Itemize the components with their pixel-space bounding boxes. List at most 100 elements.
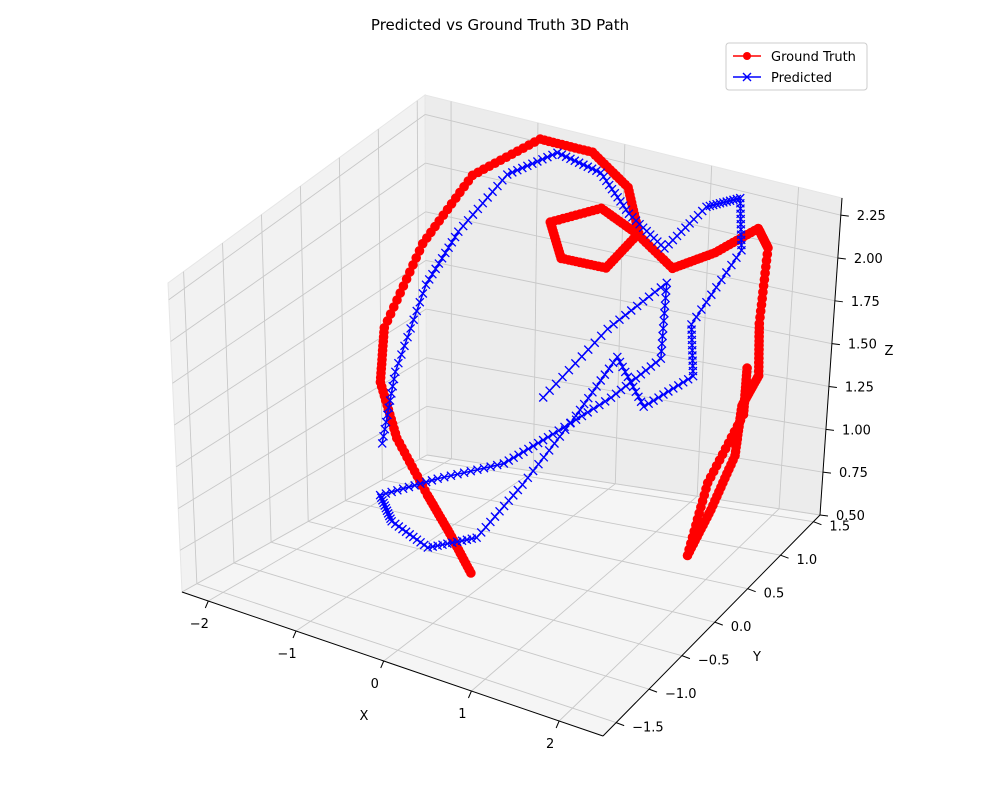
marker-predicted-131 (683, 374, 693, 384)
marker-predicted-63 (604, 180, 614, 190)
marker-predicted-159 (575, 405, 585, 415)
marker-predicted-62 (601, 176, 611, 186)
marker-predicted-231 (504, 456, 514, 466)
marker-predicted-243 (565, 418, 575, 428)
marker-predicted-277 (620, 310, 630, 320)
marker-predicted-233 (514, 450, 524, 460)
marker-predicted-275 (632, 301, 642, 311)
marker-predicted-249 (600, 396, 610, 406)
marker-predicted-253 (621, 381, 631, 391)
marker-predicted-211 (381, 489, 391, 498)
marker-predicted-241 (554, 426, 564, 436)
pane-back-y-max (424, 94, 843, 516)
marker-predicted-279 (609, 319, 619, 329)
x-axis-label: X (360, 709, 369, 724)
marker-predicted-227 (479, 463, 489, 473)
legend: Ground Truth Predicted (725, 42, 868, 91)
marker-predicted-8 (388, 381, 398, 391)
grid-z-back-4 (425, 259, 832, 345)
marker-predicted-203 (383, 508, 393, 518)
grid-z-back-7 (425, 114, 841, 216)
marker-predicted-142 (633, 392, 643, 402)
z-tick-mark-1 (822, 471, 832, 474)
grid-y-side-5 (377, 129, 383, 480)
marker-predicted-143 (631, 387, 641, 397)
marker-predicted-25 (437, 253, 447, 263)
x-tick-label-2: 0 (371, 677, 379, 692)
grid-x-back-0 (450, 101, 453, 459)
marker-predicted-133 (673, 380, 683, 390)
x-tick-mark-0 (204, 600, 209, 609)
marker-predicted-42 (512, 165, 522, 175)
marker-predicted-200 (387, 516, 397, 526)
marker-predicted-191 (419, 540, 429, 550)
marker-predicted-137 (654, 393, 663, 403)
x-tick-label-0: −2 (190, 617, 209, 632)
marker-predicted-67 (616, 196, 625, 206)
series-ground-truth (375, 134, 773, 578)
marker-predicted-262 (657, 339, 667, 349)
axis-ticks: −2 −1 0 1 2 −1.5 −1.0 −0.5 0.0 0.5 1.0 1.50.50 0.75 1… (181, 197, 886, 752)
marker-predicted-118 (696, 305, 706, 315)
marker-predicted-261 (656, 346, 666, 356)
marker-predicted-13 (400, 341, 409, 351)
y-tick-label-3: 0.0 (731, 620, 752, 635)
marker-predicted-146 (623, 372, 633, 382)
legend-label-predicted: Predicted (771, 71, 832, 86)
marker-predicted-141 (636, 397, 646, 407)
marker-predicted-232 (509, 453, 519, 463)
marker-predicted-216 (410, 480, 420, 490)
grid-y-side-6 (416, 100, 421, 460)
marker-predicted-23 (431, 264, 441, 274)
x-tick-label-4: 2 (546, 737, 554, 752)
marker-predicted-165 (544, 445, 554, 455)
marker-predicted-280 (603, 324, 613, 334)
marker-predicted-290 (538, 393, 548, 402)
marker-predicted-46 (532, 157, 542, 166)
marker-predicted-193 (412, 535, 422, 545)
marker-predicted-65 (610, 188, 620, 198)
marker-predicted-242 (560, 422, 569, 432)
marker-predicted-252 (616, 385, 626, 395)
grid-x-back-1 (532, 122, 539, 472)
z-tick-label-2: 1.00 (842, 423, 871, 438)
marker-predicted-215 (404, 482, 414, 492)
marker-predicted-247 (589, 404, 599, 414)
marker-predicted-255 (631, 373, 641, 383)
marker-predicted-9 (389, 374, 399, 384)
grid-z-side-7 (168, 114, 426, 301)
x-tick-mark-2 (380, 660, 385, 669)
grid-x-back-2 (614, 144, 626, 484)
marker-predicted-116 (706, 290, 716, 300)
marker-predicted-132 (678, 377, 688, 387)
x-tick-mark-3 (467, 690, 472, 699)
marker-predicted-41 (507, 167, 517, 177)
marker-predicted-190 (423, 543, 433, 553)
z-tick-mark-4 (831, 343, 840, 346)
marker-predicted-246 (583, 407, 593, 417)
marker-predicted-2 (380, 424, 390, 434)
marker-predicted-221 (439, 472, 449, 482)
marker-predicted-257 (641, 365, 651, 375)
marker-predicted-234 (518, 447, 528, 457)
marker-predicted-28 (447, 237, 457, 247)
marker-predicted-281 (596, 331, 606, 341)
chart-title: Predicted vs Ground Truth 3D Path (371, 16, 629, 34)
marker-predicted-206 (380, 501, 390, 510)
x-tick-mark-4 (555, 720, 560, 729)
marker-predicted-52 (561, 152, 571, 162)
y-axis-line (602, 514, 821, 737)
marker-predicted-251 (611, 389, 621, 399)
marker-predicted-12 (396, 350, 406, 359)
grid-y-side-2 (261, 214, 272, 543)
marker-predicted-135 (663, 387, 673, 396)
marker-predicted-139 (644, 399, 654, 409)
marker-predicted-4 (382, 410, 392, 420)
marker-predicted-250 (606, 393, 616, 403)
marker-predicted-273 (644, 292, 654, 302)
marker-predicted-119 (691, 312, 701, 322)
marker-predicted-11 (393, 358, 403, 368)
x-tick-label-3: 1 (458, 707, 466, 722)
marker-predicted-238 (538, 435, 548, 445)
